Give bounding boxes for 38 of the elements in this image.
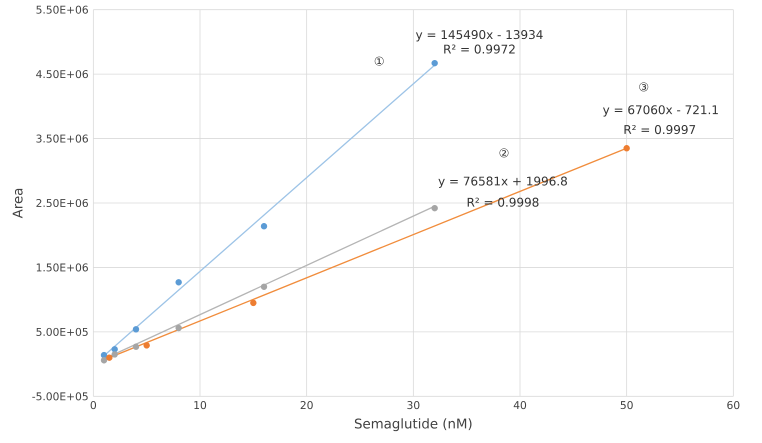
- x-axis-title: Semaglutide (nM): [354, 418, 472, 432]
- y-tick-label: 5.50E+06: [36, 6, 88, 14]
- point: [143, 342, 150, 349]
- point: [100, 357, 108, 364]
- point: [260, 284, 268, 290]
- y-tick-label: -5.00E+05: [32, 392, 88, 400]
- point: [106, 354, 113, 361]
- point: [623, 145, 630, 152]
- y-tick-label: 4.50E+06: [36, 70, 88, 78]
- x-tick-label: 10: [194, 401, 206, 410]
- y-tick-label: 3.50E+06: [36, 134, 88, 143]
- x-tick-label: 20: [300, 401, 313, 410]
- x-tick-label: 30: [407, 401, 420, 410]
- x-tick-label: 50: [620, 401, 633, 410]
- y-tick-label: 5.00E+05: [36, 328, 88, 336]
- point: [260, 223, 268, 230]
- point: [175, 279, 182, 286]
- annotation: ②: [500, 148, 508, 158]
- x-tick-label: 60: [727, 401, 740, 410]
- y-tick-label: 1.50E+06: [36, 263, 88, 272]
- y-tick-label: 2.50E+06: [36, 198, 88, 208]
- x-tick-label: 40: [514, 401, 526, 410]
- point: [175, 324, 182, 332]
- annotation: ①: [374, 56, 384, 66]
- point: [111, 351, 118, 358]
- point: [250, 300, 257, 306]
- point: [431, 204, 438, 212]
- annotation: R² = 0.9997: [624, 125, 696, 134]
- annotation: R² = 0.9972: [444, 44, 515, 54]
- annotation: ③: [639, 82, 648, 92]
- point: [132, 326, 140, 333]
- annotation: y = 145490x - 13934: [416, 30, 543, 42]
- annotation: y = 67060x - 721.1: [602, 105, 718, 117]
- y-axis-title: Area: [12, 188, 23, 218]
- point: [111, 346, 118, 352]
- x-tick-label: 0: [90, 401, 96, 410]
- point: [431, 60, 438, 66]
- point: [132, 344, 140, 350]
